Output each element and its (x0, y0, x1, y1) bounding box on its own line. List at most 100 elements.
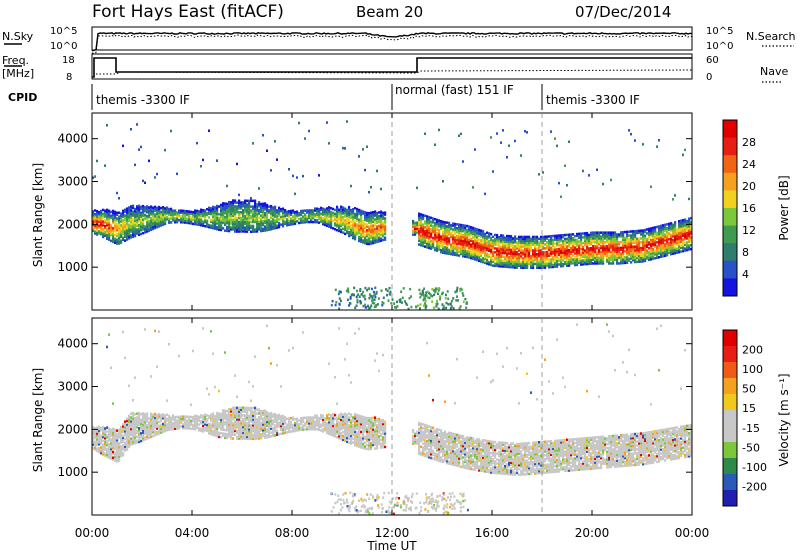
echo-cell (126, 217, 129, 220)
echo-cell (228, 224, 231, 227)
echo-cell (206, 387, 208, 390)
echo-cell (426, 234, 429, 237)
echo-cell (372, 216, 375, 220)
echo-cell (606, 250, 609, 254)
echo-cell (594, 252, 597, 256)
echo-cell (618, 254, 621, 257)
echo-cell (238, 427, 241, 431)
echo-cell (156, 218, 159, 221)
echo-cell (240, 205, 243, 208)
echo-cell (206, 420, 209, 423)
echo-cell (370, 223, 373, 226)
echo-cell (208, 216, 211, 219)
echo-cell (590, 235, 593, 238)
echo-cell (536, 241, 539, 244)
echo-cell (240, 230, 243, 233)
echo-cell (484, 253, 487, 257)
echo-cell (100, 450, 103, 453)
echo-cell (148, 436, 151, 440)
echo-cell (92, 431, 95, 435)
echo-cell (248, 222, 251, 226)
echo-cell (422, 227, 425, 230)
echo-cell (138, 148, 140, 151)
echo-cell (364, 230, 367, 233)
echo-cell (608, 248, 611, 252)
echo-cell (562, 241, 565, 245)
echo-cell (146, 228, 149, 231)
echo-cell (340, 217, 343, 220)
echo-cell (586, 247, 589, 250)
echo-cell (126, 220, 129, 224)
echo-cell (670, 245, 673, 248)
echo-cell (276, 218, 279, 222)
echo-cell (212, 352, 214, 356)
echo-cell (300, 217, 303, 220)
echo-cell (188, 212, 191, 215)
echo-cell (568, 241, 571, 244)
echo-cell (612, 258, 615, 261)
echo-cell (376, 231, 379, 234)
echo-cell (340, 213, 343, 216)
echo-cell (310, 211, 313, 214)
echo-cell (374, 231, 377, 235)
echo-cell (464, 251, 467, 254)
echo-cell (130, 226, 133, 229)
echo-cell (238, 230, 241, 233)
echo-cell (100, 227, 103, 230)
echo-cell (590, 252, 593, 256)
echo-cell (524, 251, 527, 254)
echo-cell (210, 429, 213, 432)
echo-cell (194, 416, 197, 419)
echo-cell (244, 429, 247, 433)
echo-cell (150, 435, 153, 439)
echo-cell (360, 209, 363, 213)
echo-cell (382, 231, 385, 234)
echo-cell (580, 259, 583, 262)
echo-cell (214, 420, 217, 424)
echo-cell (160, 206, 163, 210)
echo-cell (480, 244, 483, 248)
echo-cell (384, 217, 387, 220)
echo-cell (328, 142, 330, 145)
echo-cell (534, 235, 537, 239)
echo-cell (174, 419, 177, 423)
echo-cell (348, 207, 351, 211)
echo-cell (418, 235, 421, 239)
echo-cell (224, 221, 227, 225)
echo-cell (630, 245, 633, 249)
echo-cell (112, 227, 115, 230)
echo-cell (494, 233, 497, 237)
echo-cell (238, 437, 241, 440)
echo-cell (118, 230, 121, 234)
echo-cell (680, 225, 683, 228)
echo-cell (326, 214, 329, 218)
echo-cell (644, 242, 647, 245)
echo-cell (598, 252, 601, 256)
echo-cell (638, 241, 641, 244)
echo-cell (370, 217, 373, 220)
echo-cell (444, 224, 447, 228)
echo-cell (420, 242, 423, 245)
echo-cell (464, 255, 467, 258)
echo-cell (328, 213, 331, 217)
echo-cell (328, 225, 331, 228)
echo-cell (230, 226, 233, 229)
echo-cell (168, 418, 171, 422)
echo-cell (626, 259, 629, 263)
echo-cell (136, 218, 139, 222)
echo-cell (120, 220, 123, 223)
echo-cell (100, 434, 103, 438)
echo-cell (584, 253, 587, 256)
echo-cell (152, 419, 155, 422)
echo-cell (130, 212, 133, 216)
echo-cell (110, 224, 113, 227)
echo-cell (250, 211, 253, 214)
echo-cell (616, 248, 619, 252)
echo-cell (168, 422, 171, 426)
echo-cell (510, 235, 513, 238)
echo-cell (496, 233, 499, 237)
echo-cell (658, 232, 661, 236)
echo-cell (382, 296, 385, 299)
echo-cell (508, 260, 511, 263)
echo-cell (208, 206, 211, 210)
